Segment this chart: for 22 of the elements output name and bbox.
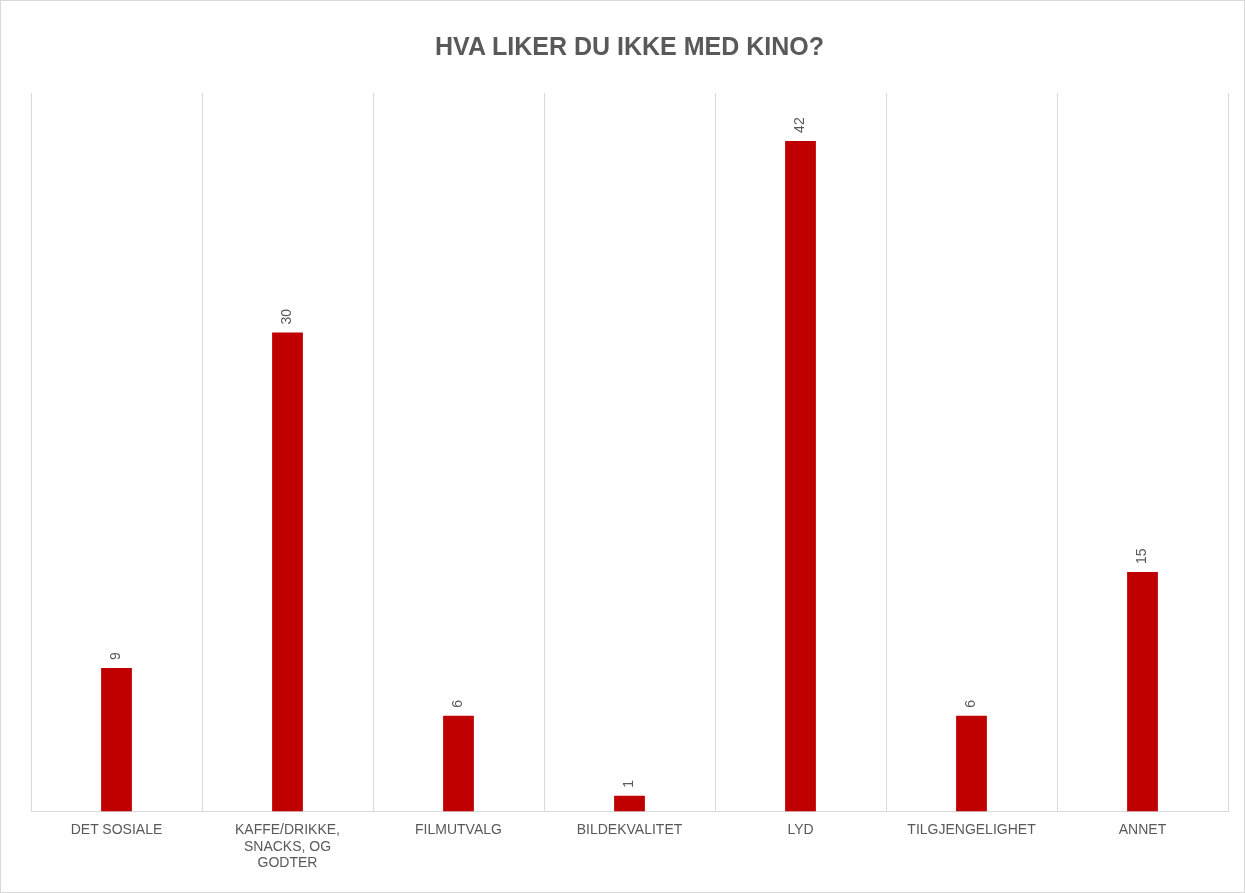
bar [785, 140, 816, 812]
bar [614, 795, 645, 812]
x-tick-label: KAFFE/DRIKKE, SNACKS, OG GODTER [234, 820, 341, 871]
bar [101, 667, 132, 812]
x-tick-label: TILGJENGELIGHET [907, 820, 1037, 837]
data-label: 6 [962, 699, 979, 708]
data-label: 6 [449, 699, 466, 708]
data-label: 15 [1133, 548, 1150, 565]
x-tick-label: BILDEKVALITET [576, 820, 683, 837]
bar [443, 715, 474, 812]
x-tick-label: FILMUTVALG [415, 820, 502, 837]
x-tick-label: ANNET [1118, 820, 1167, 837]
x-tick-label: LYD [787, 820, 814, 837]
data-label: 42 [791, 117, 808, 133]
data-label: 1 [620, 779, 637, 788]
bar [956, 715, 987, 812]
data-label: 9 [107, 651, 124, 660]
bar [1127, 572, 1158, 812]
x-tick-label: DET SOSIALE [70, 820, 163, 837]
bar [272, 332, 303, 812]
data-label: 30 [278, 308, 295, 325]
chart-title: HVA LIKER DU IKKE MED KINO? [435, 31, 824, 60]
